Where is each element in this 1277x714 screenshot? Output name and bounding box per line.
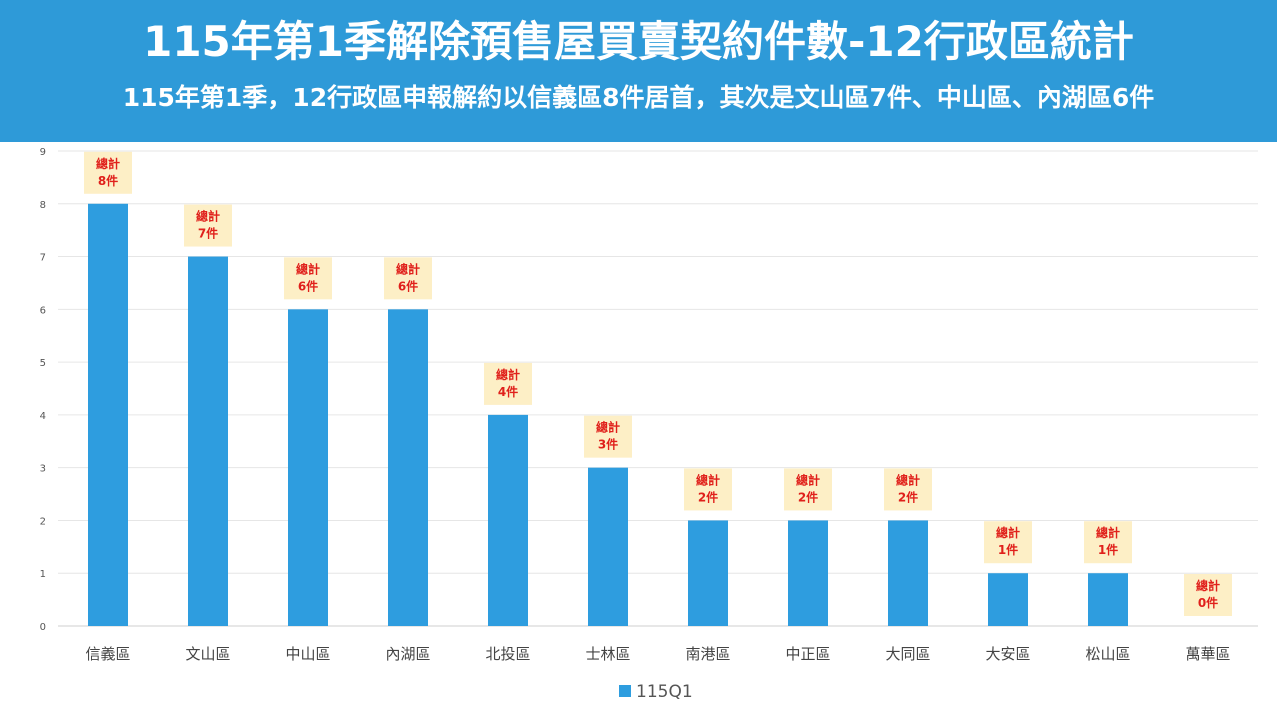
data-label: 總計 xyxy=(96,156,120,171)
data-label: 總計 xyxy=(1196,578,1220,593)
legend-label: 115Q1 xyxy=(636,682,693,702)
y-tick-label: 7 xyxy=(40,253,46,264)
bar xyxy=(188,256,228,626)
y-tick-label: 2 xyxy=(40,516,46,527)
page-subtitle: 115年第1季，12行政區申報解約以信義區8件居首，其次是文山區7件、中山區、內… xyxy=(122,83,1155,112)
y-tick-label: 4 xyxy=(40,411,46,422)
bar xyxy=(88,203,128,626)
x-tick-label: 南港區 xyxy=(685,645,730,663)
y-tick-label: 0 xyxy=(40,622,46,633)
x-tick-label: 中山區 xyxy=(285,645,330,663)
x-tick-label: 大同區 xyxy=(885,645,930,663)
data-label: 總計 xyxy=(296,261,320,276)
data-label-box xyxy=(584,415,632,458)
y-tick-label: 5 xyxy=(40,358,46,369)
data-label: 0件 xyxy=(1198,595,1218,610)
data-label-box xyxy=(784,468,832,511)
data-label: 1件 xyxy=(1098,542,1118,557)
y-tick-label: 3 xyxy=(40,464,46,475)
y-tick-label: 1 xyxy=(40,569,46,580)
data-label: 6件 xyxy=(298,278,318,293)
x-tick-label: 信義區 xyxy=(85,645,130,663)
x-tick-label: 松山區 xyxy=(1085,645,1130,663)
x-tick-label: 文山區 xyxy=(185,645,230,663)
data-label: 4件 xyxy=(498,384,518,399)
data-label-box xyxy=(184,204,232,247)
bar xyxy=(888,520,928,626)
data-label-box xyxy=(684,468,732,511)
y-tick-label: 8 xyxy=(40,200,46,211)
data-label-box xyxy=(384,257,432,300)
data-label: 6件 xyxy=(398,278,418,293)
bar xyxy=(788,520,828,626)
bar xyxy=(488,414,528,626)
data-label-box xyxy=(984,521,1032,564)
data-label-box xyxy=(1184,574,1232,616)
data-label: 總計 xyxy=(996,525,1020,540)
data-label: 2件 xyxy=(898,489,918,504)
data-label: 總計 xyxy=(496,367,520,382)
bar xyxy=(1088,573,1128,626)
data-label: 總計 xyxy=(596,420,620,435)
legend-swatch xyxy=(619,685,631,697)
data-label: 總計 xyxy=(696,472,720,487)
data-label: 2件 xyxy=(798,489,818,504)
x-tick-label: 萬華區 xyxy=(1185,645,1230,663)
bar xyxy=(988,573,1028,626)
data-label: 3件 xyxy=(598,437,618,452)
data-label-box xyxy=(284,257,332,300)
bar xyxy=(388,309,428,626)
data-label-box xyxy=(484,362,532,405)
data-label: 總計 xyxy=(796,472,820,487)
data-label: 2件 xyxy=(698,489,718,504)
x-tick-label: 北投區 xyxy=(485,645,530,663)
x-tick-label: 中正區 xyxy=(785,645,830,663)
data-label-box xyxy=(84,151,132,194)
data-label-box xyxy=(1084,521,1132,564)
bar xyxy=(588,467,628,626)
data-label: 8件 xyxy=(98,173,118,188)
data-label: 總計 xyxy=(1096,525,1120,540)
data-label-box xyxy=(884,468,932,511)
y-tick-label: 6 xyxy=(40,305,46,316)
x-tick-label: 士林區 xyxy=(585,645,630,663)
x-tick-label: 內湖區 xyxy=(385,645,430,663)
y-tick-label: 9 xyxy=(40,147,46,158)
data-label: 總計 xyxy=(196,209,220,224)
bar xyxy=(288,309,328,626)
data-label: 總計 xyxy=(396,261,420,276)
data-label: 7件 xyxy=(198,226,218,241)
bar xyxy=(688,520,728,626)
data-label: 1件 xyxy=(998,542,1018,557)
page-title: 115年第1季解除預售屋買賣契約件數-12行政區統計 xyxy=(143,17,1134,66)
data-label: 總計 xyxy=(896,472,920,487)
header-banner: 115年第1季解除預售屋買賣契約件數-12行政區統計 115年第1季，12行政區… xyxy=(0,0,1277,142)
x-tick-label: 大安區 xyxy=(985,645,1030,663)
